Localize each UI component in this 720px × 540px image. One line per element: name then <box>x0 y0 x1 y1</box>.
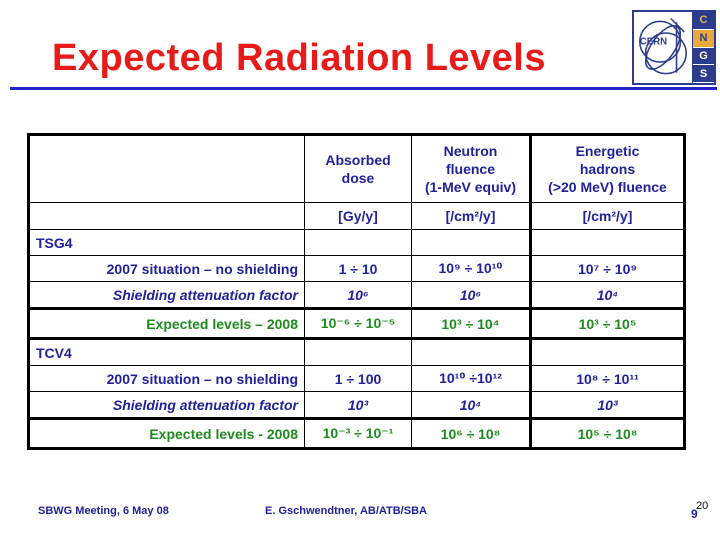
logo-letter-g: G <box>693 47 714 66</box>
cell-value: 10⁶ <box>411 281 531 309</box>
cell-value: 10⁹ ÷ 10¹⁰ <box>411 255 531 282</box>
footer-meeting-info: SBWG Meeting, 6 May 08 <box>38 505 169 517</box>
row-label: Shielding attenuation factor <box>28 281 305 309</box>
page-number: 20 <box>696 500 709 512</box>
row-label: 2007 situation – no shielding <box>28 365 305 392</box>
table-row-tcv4-2007: 2007 situation – no shielding 1 ÷ 100 10… <box>28 365 685 392</box>
header-energetic-hadrons: Energetic hadrons (>20 MeV) fluence <box>529 134 685 203</box>
cell-value: 10⁶ ÷ 10⁸ <box>411 417 531 450</box>
cell-value: 10⁶ <box>304 281 412 309</box>
table-row-tsg4-attenuation: Shielding attenuation factor 10⁶ 10⁶ 10⁴ <box>28 281 685 309</box>
row-label: 2007 situation – no shielding <box>28 255 305 282</box>
table-row-tcv4: TCV4 <box>28 338 685 366</box>
cell-value: 10³ <box>529 391 685 419</box>
row-label: Shielding attenuation factor <box>28 391 305 419</box>
cell-value: 10⁴ <box>411 391 531 419</box>
table-row-tsg4-expected: Expected levels – 2008 10⁻⁶ ÷ 10⁻⁵ 10³ ÷… <box>28 307 685 340</box>
title-underline <box>10 87 717 90</box>
unit-energetic-hadrons: [/cm²/y] <box>529 202 685 230</box>
cern-wordmark: CERN <box>640 37 667 48</box>
cell-value: 10³ ÷ 10⁵ <box>529 307 685 340</box>
cell-value: 1 ÷ 100 <box>304 365 412 392</box>
cell-value <box>411 338 531 366</box>
cell-value: 10⁻⁶ ÷ 10⁻⁵ <box>304 307 412 340</box>
cell-value: 10³ ÷ 10⁴ <box>411 307 531 340</box>
header-neutron-fluence: Neutron fluence (1-MeV equiv) <box>411 134 531 203</box>
cell-value: 10⁵ ÷ 10⁸ <box>529 417 685 450</box>
cell-value <box>411 229 531 256</box>
section-label: TSG4 <box>28 229 305 256</box>
unit-empty <box>28 202 305 230</box>
unit-absorbed-dose: [Gy/y] <box>304 202 412 230</box>
table-row-tsg4-2007: 2007 situation – no shielding 1 ÷ 10 10⁹… <box>28 255 685 282</box>
section-label: TCV4 <box>28 338 305 366</box>
table-header-row: Absorbed dose Neutron fluence (1-MeV equ… <box>28 134 685 203</box>
cell-value <box>304 338 412 366</box>
cell-value: 10⁻³ ÷ 10⁻¹ <box>304 417 412 450</box>
table-units-row: [Gy/y] [/cm²/y] [/cm²/y] <box>28 202 685 230</box>
cell-value <box>529 338 685 366</box>
unit-neutron-fluence: [/cm²/y] <box>411 202 531 230</box>
page-title: Expected Radiation Levels <box>52 37 546 79</box>
row-label: Expected levels – 2008 <box>28 307 305 340</box>
logo-letter-s: S <box>693 65 714 83</box>
row-label: Expected levels - 2008 <box>28 417 305 450</box>
table-row-tcv4-attenuation: Shielding attenuation factor 10³ 10⁴ 10³ <box>28 391 685 419</box>
table-row-tcv4-expected: Expected levels - 2008 10⁻³ ÷ 10⁻¹ 10⁶ ÷… <box>28 417 685 450</box>
radiation-levels-table: Absorbed dose Neutron fluence (1-MeV equ… <box>27 133 686 450</box>
footer-author-info: E. Gschwendtner, AB/ATB/SBA <box>265 505 427 517</box>
cell-value <box>529 229 685 256</box>
cell-value: 10³ <box>304 391 412 419</box>
table-row-tsg4: TSG4 <box>28 229 685 256</box>
cern-emblem-icon: CERN <box>634 12 692 83</box>
cell-value <box>304 229 412 256</box>
cell-value: 10⁸ ÷ 10¹¹ <box>529 365 685 392</box>
cell-value: 10⁷ ÷ 10⁹ <box>529 255 685 282</box>
cell-value: 1 ÷ 10 <box>304 255 412 282</box>
logo-letter-c: C <box>693 12 714 30</box>
cern-cngs-logo: CERN C N G S <box>632 10 716 85</box>
logo-letter-n: N <box>693 29 714 48</box>
header-empty <box>28 134 305 203</box>
cell-value: 10⁴ <box>529 281 685 309</box>
cell-value: 10¹⁰ ÷10¹² <box>411 365 531 392</box>
header-absorbed-dose: Absorbed dose <box>304 134 412 203</box>
cngs-letter-column: C N G S <box>692 12 714 83</box>
page-number-shadow: 9 <box>691 507 698 521</box>
